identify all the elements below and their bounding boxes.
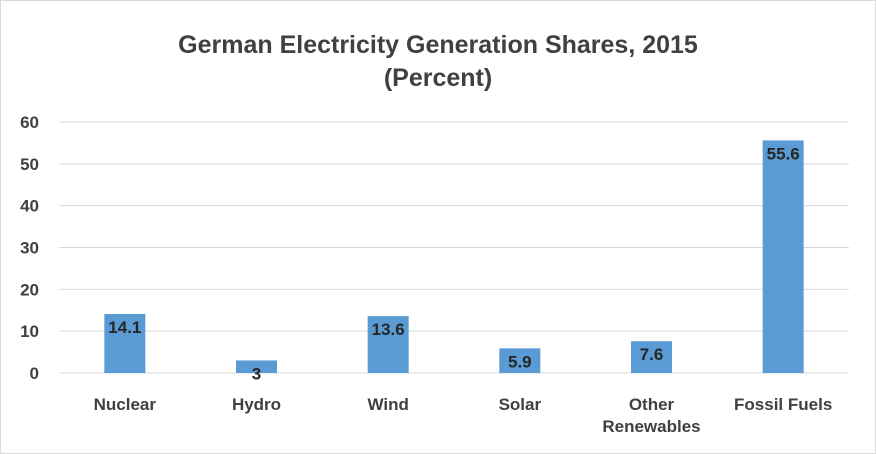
- data-label: 3: [252, 364, 261, 383]
- bar-2: [367, 316, 409, 373]
- gridlines: [59, 121, 849, 374]
- y-tick-label: 0: [30, 364, 39, 383]
- category-label: Wind: [367, 395, 408, 414]
- data-label: 5.9: [508, 352, 532, 371]
- data-label: 55.6: [767, 144, 800, 163]
- y-axis-ticks: 0 10 20 30 40 50 60: [20, 113, 39, 383]
- y-tick-label: 40: [20, 197, 39, 216]
- y-tick-label: 20: [20, 280, 39, 299]
- category-label: Hydro: [232, 395, 281, 414]
- bars: [104, 140, 804, 373]
- category-label: Nuclear: [94, 395, 157, 414]
- bar-4: [631, 341, 672, 373]
- bar-0: [104, 314, 146, 373]
- bar-3: [499, 348, 541, 373]
- y-tick-label: 30: [20, 239, 39, 258]
- y-tick-label: 10: [20, 322, 39, 341]
- chart-title: German Electricity Generation Shares, 20…: [178, 31, 698, 59]
- y-tick-label: 60: [20, 113, 39, 132]
- data-label: 7.6: [640, 345, 664, 364]
- data-labels: 14.1 3 13.6 5.9 7.6 55.6: [108, 144, 799, 383]
- bar-1: [236, 360, 277, 373]
- data-label: 14.1: [108, 318, 141, 337]
- x-axis-categories: Nuclear Hydro Wind Solar Other Renewables Foss…: [94, 395, 833, 436]
- chart-subtitle: (Percent): [384, 64, 492, 92]
- y-tick-label: 50: [20, 155, 39, 174]
- category-label: Fossil Fuels: [734, 395, 832, 414]
- data-label: 13.6: [372, 320, 405, 339]
- category-label: Other: [629, 395, 675, 414]
- category-label: Solar: [499, 395, 542, 414]
- category-label: Renewables: [602, 417, 700, 436]
- bar-5: [762, 140, 804, 373]
